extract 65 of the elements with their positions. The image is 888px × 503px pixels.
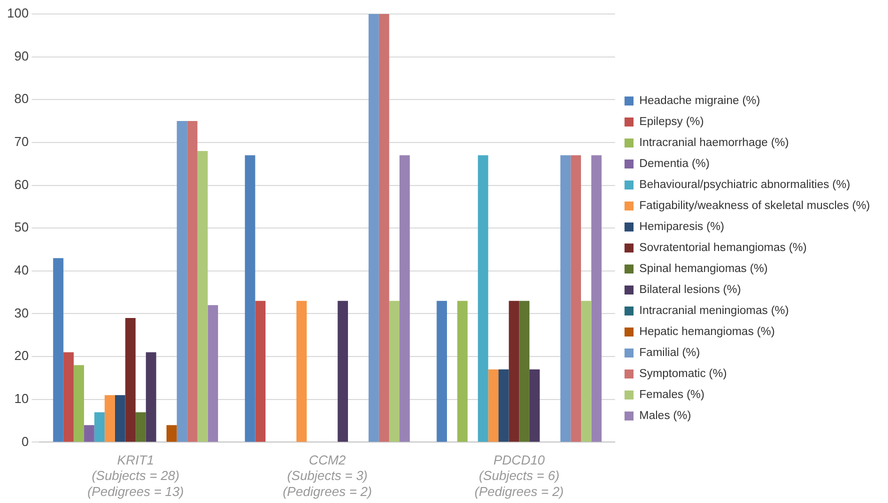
bar [187, 121, 198, 442]
bar [498, 369, 509, 442]
x-tick-label: CCM2 (Subjects = 3) (Pedigrees = 2) [282, 452, 372, 499]
bar [244, 155, 256, 442]
x-tick-label: KRIT1 (Subjects = 28) (Pedigrees = 13) [87, 452, 184, 499]
legend-label: Females (%) [639, 389, 705, 402]
bar [368, 14, 379, 442]
bar [560, 155, 571, 442]
legend-label: Males (%) [639, 410, 692, 422]
y-tick-label: 80 [14, 91, 29, 106]
y-tick-label: 0 [21, 434, 29, 449]
y-tick-label: 90 [14, 48, 29, 64]
legend-label: Hemiparesis (%) [639, 221, 724, 234]
bar [519, 300, 530, 442]
bar [296, 300, 307, 442]
legend-label: Headache migraine (%) [639, 95, 760, 108]
legend-label: Sovratentorial hemangiomas (%) [639, 242, 807, 254]
legend-label: Spinal hemangiomas (%) [639, 263, 768, 276]
legend-label: Hepatic hemangiomas (%) [639, 326, 775, 338]
bar [146, 352, 156, 442]
bar [208, 305, 218, 442]
bar [378, 14, 390, 442]
bar [570, 155, 581, 442]
bar [338, 300, 348, 442]
bar [400, 155, 410, 442]
legend-label: Familial (%) [639, 347, 700, 360]
y-tick-label: 30 [14, 305, 29, 320]
y-tick-label: 70 [14, 134, 29, 150]
bar [478, 155, 488, 442]
bar [176, 121, 188, 442]
bar [136, 412, 146, 442]
y-tick-label: 60 [14, 176, 29, 192]
bar [488, 369, 499, 442]
bar [457, 300, 468, 442]
legend-label: Fatigability/weakness of skeletal muscles (%) [639, 200, 870, 212]
legend-label: Bilateral lesions (%) [639, 284, 742, 296]
y-tick-label: 100 [6, 6, 29, 21]
bar [114, 395, 126, 442]
bar [74, 365, 84, 442]
bar [125, 318, 136, 442]
y-tick-label: 10 [14, 390, 29, 406]
legend-label: Symptomatic (%) [639, 368, 727, 380]
bar [104, 395, 115, 442]
y-tick-label: 20 [14, 348, 29, 364]
bar [508, 300, 520, 442]
bar [53, 258, 64, 442]
bar [255, 300, 266, 442]
bar [591, 155, 602, 442]
legend-label: Intracranial meningiomas (%) [639, 305, 789, 318]
y-tick-label: 50 [14, 220, 29, 235]
bar [166, 425, 177, 442]
legend-label: Behavioural/psychiatric abnormalities (%) [639, 179, 850, 192]
x-tick-label: PDCD10 (Subjects = 6) (Pedigrees = 2) [474, 452, 564, 499]
legend-label: Intracranial haemorrhage (%) [639, 137, 790, 150]
bar [529, 369, 540, 442]
bar [389, 300, 400, 442]
bar [84, 425, 94, 442]
y-tick-label: 40 [14, 262, 29, 278]
legend-label: Epilepsy (%) [639, 116, 704, 128]
bar [580, 300, 592, 442]
bar [94, 412, 105, 442]
bar [63, 352, 74, 442]
bar [197, 151, 208, 442]
bar [436, 300, 447, 442]
legend-label: Dementia (%) [639, 158, 710, 170]
